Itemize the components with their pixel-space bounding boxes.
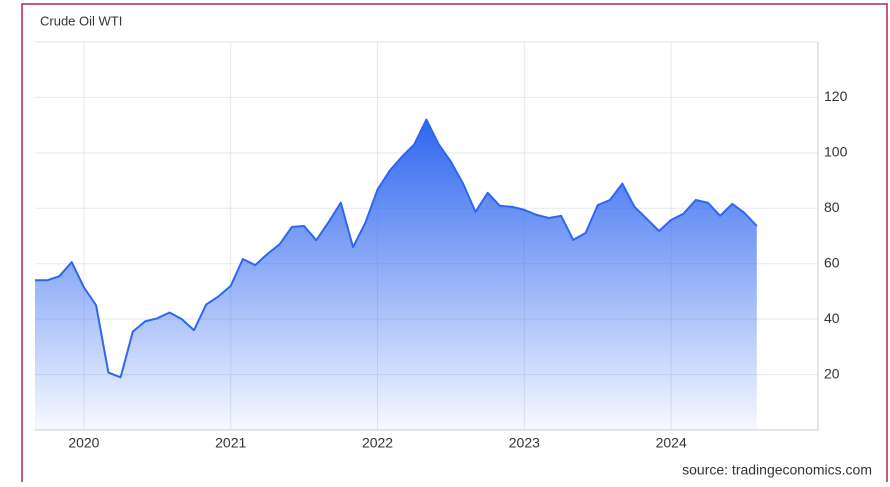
y-tick-label: 100 [824, 144, 848, 160]
source: source: tradingeconomics.com [682, 462, 872, 478]
y-tick-label: 60 [824, 254, 840, 270]
y-tick-label: 120 [824, 88, 848, 104]
y-tick-label: 40 [824, 310, 840, 326]
line [35, 118, 758, 379]
y-tick-label: 20 [824, 365, 840, 381]
chart-title: Crude Oil WTI [40, 13, 122, 28]
area [35, 119, 757, 430]
x-tick-label: 2020 [68, 435, 99, 451]
x-tick-label: 2021 [215, 435, 246, 451]
y-tick-label: 80 [824, 199, 840, 215]
x-tick-label: 2023 [509, 435, 540, 451]
x-tick-label: 2022 [362, 435, 393, 451]
frame [21, 3, 888, 487]
x-tick-label: 2024 [656, 435, 687, 451]
plot: 20 40 60 80 100 120 2020 2021 2022 2023 2024 [35, 41, 848, 451]
